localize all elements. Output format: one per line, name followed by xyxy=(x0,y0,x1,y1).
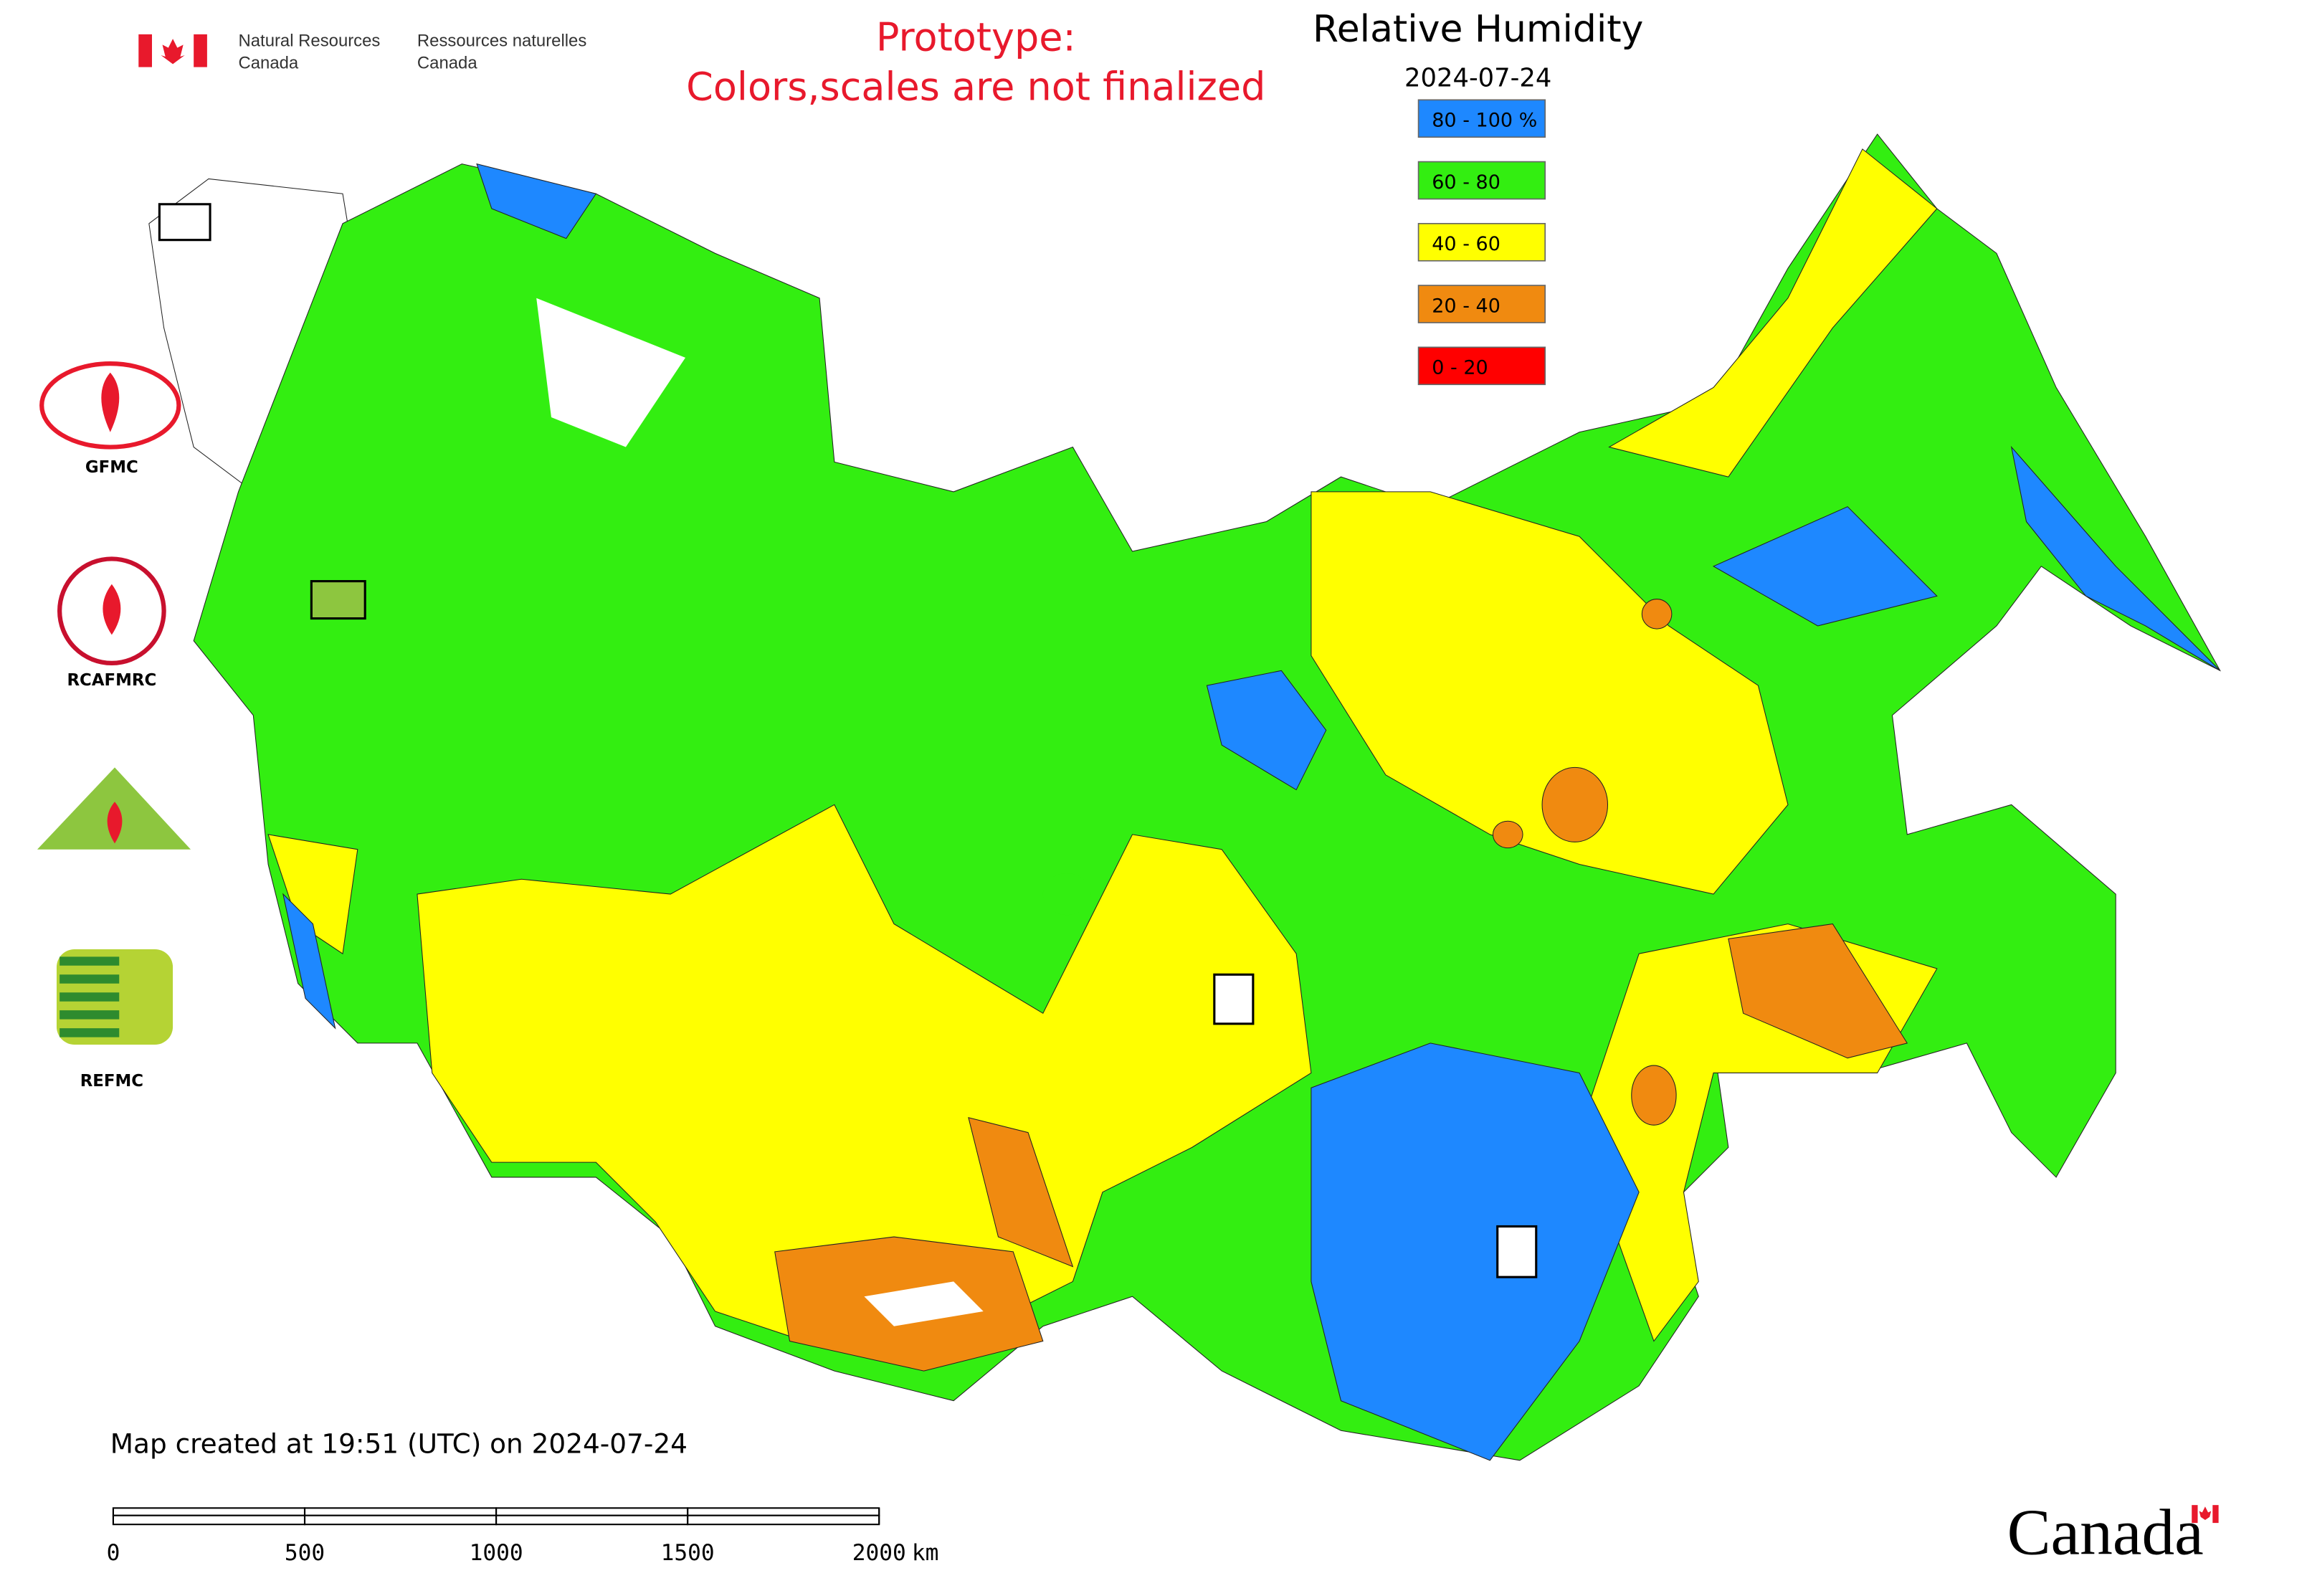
scale-label: 1000 xyxy=(470,1540,523,1566)
rcafmrc-logo xyxy=(103,584,121,635)
notice: Prototype: xyxy=(876,15,1076,60)
refmc-logo xyxy=(60,956,120,1037)
rh-zone xyxy=(1311,491,1789,895)
caption: Map created at 19:51 (UTC) on 2024-07-24 xyxy=(110,1428,688,1459)
legend: Relative Humidity 2024-07-24 80 - 100 % 6… xyxy=(1313,8,1643,386)
nrcan-logo: Natural Resources Canada Ressources natu… xyxy=(138,31,586,73)
scale-label: 0 xyxy=(107,1540,120,1566)
map xyxy=(148,133,2221,1461)
partner-label: RCAFMRC xyxy=(67,671,156,690)
station-icon xyxy=(310,580,366,620)
gfmc-logo xyxy=(39,361,181,450)
rh-zone xyxy=(267,834,358,955)
wordmark: Canada xyxy=(2007,1496,2204,1569)
scale-label: 1500 xyxy=(661,1540,715,1566)
rh-zone xyxy=(1712,506,1938,627)
agency-en: Canada xyxy=(239,54,299,73)
legend-swatch xyxy=(1417,222,1546,262)
scale-segment xyxy=(112,1514,306,1526)
legend-swatch xyxy=(1417,161,1546,200)
flag-bar xyxy=(138,34,152,67)
maple-leaf xyxy=(161,39,185,65)
flag-bar xyxy=(2192,1505,2198,1524)
legend-swatch xyxy=(1417,346,1546,386)
agency-en: Natural Resources xyxy=(239,31,381,50)
rh-zone xyxy=(1608,148,1938,478)
rh-zone xyxy=(1206,670,1327,791)
legend-swatch xyxy=(1417,285,1546,323)
station-icon xyxy=(158,203,211,242)
station-icon xyxy=(1213,973,1255,1025)
rh-zone xyxy=(1631,1065,1677,1126)
legend-date: 2024-07-24 xyxy=(1404,64,1551,93)
rh-zone xyxy=(2010,445,2221,671)
legend-label: 80 - 100 % xyxy=(1432,110,1537,132)
scale-segment xyxy=(687,1507,880,1516)
reefmc-logo xyxy=(107,802,123,844)
flag-bar xyxy=(194,34,207,67)
notice: Colors,scales are not finalized xyxy=(686,64,1265,109)
scale-label: 2000 xyxy=(852,1540,906,1566)
rh-zone xyxy=(968,1117,1074,1268)
rh-zone xyxy=(1728,923,1908,1059)
legend-label: 40 - 60 xyxy=(1432,233,1500,255)
scale-segment xyxy=(687,1514,880,1526)
flag-bar xyxy=(2212,1505,2219,1524)
maple-leaf xyxy=(2199,1506,2212,1520)
agency-fr: Ressources naturelles xyxy=(417,31,586,50)
rh-zone xyxy=(1492,820,1523,849)
agency-fr: Canada xyxy=(417,54,477,73)
scale-segment xyxy=(303,1514,498,1526)
station-icon xyxy=(1496,1225,1538,1278)
scale-bar: 0 500 1000 1500 2000 km xyxy=(107,1507,939,1566)
scale-segment xyxy=(495,1514,689,1526)
partner-label: GFMC xyxy=(85,458,138,477)
water-body xyxy=(536,298,686,447)
partner-label: REFMC xyxy=(80,1072,143,1091)
scale-segment xyxy=(303,1507,498,1516)
scale-unit: km xyxy=(912,1540,939,1566)
wordmark-flag xyxy=(2192,1505,2219,1524)
legend-swatch xyxy=(1417,99,1546,138)
rh-zone xyxy=(1641,599,1673,630)
rh-zone xyxy=(1042,873,1091,916)
partner-logos: GFMC RCAFMRC REFMC xyxy=(37,361,191,1091)
no-data xyxy=(864,1281,984,1326)
legend-label: 20 - 40 xyxy=(1432,295,1500,317)
rh-zone xyxy=(1541,766,1609,842)
scale-segment xyxy=(112,1507,306,1516)
scale-segment xyxy=(495,1507,689,1516)
rh-zone xyxy=(417,804,1312,1342)
rh-zone xyxy=(193,133,2221,1461)
rh-zone xyxy=(1311,1042,1640,1461)
legend-title: Relative Humidity xyxy=(1313,8,1643,51)
legend-label: 60 - 80 xyxy=(1432,171,1500,194)
scale-label: 500 xyxy=(285,1540,325,1566)
legend-label: 0 - 20 xyxy=(1432,357,1488,379)
rh-zone xyxy=(282,893,336,1030)
gfmc-logo xyxy=(101,372,120,432)
rh-zone xyxy=(476,163,597,239)
